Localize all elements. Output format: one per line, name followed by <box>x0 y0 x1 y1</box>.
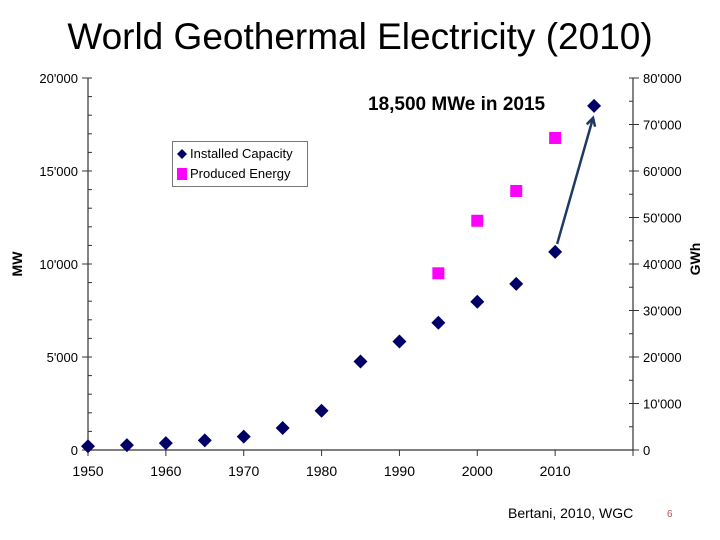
page-number: 6 <box>667 509 673 520</box>
source-credit: Bertani, 2010, WGC <box>508 505 634 521</box>
legend-item-installed: Installed Capacity <box>177 146 293 161</box>
produced-energy-point <box>549 131 562 144</box>
installed-capacity-point <box>392 334 407 349</box>
diamond-marker-icon <box>177 148 187 159</box>
x-tick-label: 1970 <box>228 463 259 479</box>
x-tick-label: 1960 <box>150 463 181 479</box>
y2-tick-label: 60'000 <box>643 164 682 179</box>
arrow-head-icon <box>585 115 597 127</box>
y-tick-label: 20'000 <box>39 71 78 86</box>
y2-axis-label: GWh <box>687 243 703 276</box>
installed-capacity-point <box>314 403 329 418</box>
y2-tick-label: 20'000 <box>643 350 682 365</box>
x-tick-label: 2010 <box>540 463 571 479</box>
installed-capacity-point <box>81 439 95 454</box>
installed-capacity-point <box>197 433 212 448</box>
y2-tick-label: 10'000 <box>643 397 682 412</box>
x-tick-label: 1980 <box>306 463 337 479</box>
y-tick-label: 15'000 <box>39 164 78 179</box>
installed-capacity-point <box>236 429 251 444</box>
slide-title: World Geothermal Electricity (2010) <box>67 16 653 57</box>
installed-capacity-point <box>548 244 563 259</box>
x-tick-label: 2000 <box>462 463 493 479</box>
y2-tick-label: 0 <box>643 443 650 458</box>
y2-tick-label: 50'000 <box>643 211 682 226</box>
y2-tick-label: 80'000 <box>643 71 682 86</box>
legend: Installed Capacity Produced Energy <box>172 141 308 187</box>
y2-tick-label: 30'000 <box>643 304 682 319</box>
x-tick-label: 1990 <box>384 463 415 479</box>
legend-label: Produced Energy <box>190 166 291 181</box>
installed-capacity-point <box>587 98 602 113</box>
installed-capacity-point <box>470 294 485 309</box>
y-axis-label: MW <box>9 251 25 277</box>
y2-tick-label: 40'000 <box>643 257 682 272</box>
y-tick-label: 10'000 <box>39 257 78 272</box>
installed-capacity-point <box>275 421 290 436</box>
installed-capacity-point <box>119 438 134 453</box>
produced-energy-point <box>432 267 445 280</box>
y-tick-label: 5'000 <box>47 350 78 365</box>
installed-capacity-point <box>509 276 524 291</box>
installed-capacity-point <box>353 354 368 369</box>
legend-item-energy: Produced Energy <box>177 166 290 181</box>
produced-energy-point <box>471 214 484 227</box>
annotation-text: 18,500 MWe in 2015 <box>368 94 546 115</box>
legend-label: Installed Capacity <box>190 146 293 161</box>
y-tick-label: 0 <box>71 443 78 458</box>
square-marker-icon <box>177 167 187 180</box>
produced-energy-point <box>510 184 523 197</box>
installed-capacity-point <box>158 436 173 451</box>
y2-tick-label: 70'000 <box>643 118 682 133</box>
installed-capacity-point <box>431 315 446 330</box>
x-tick-label: 1950 <box>72 463 103 479</box>
annotation-arrow <box>555 117 595 245</box>
